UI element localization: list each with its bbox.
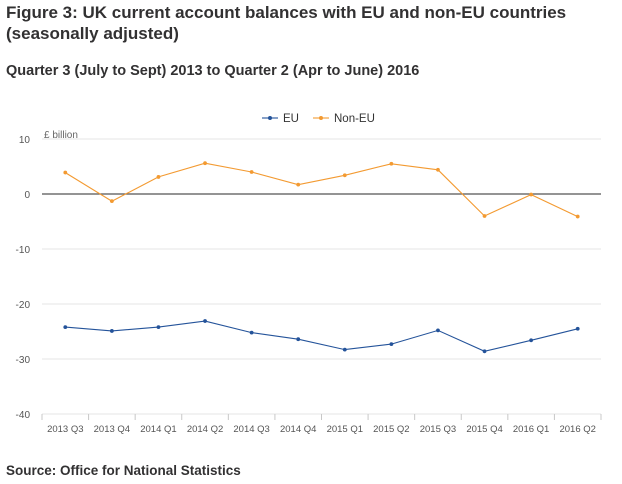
data-point-eu [482, 349, 487, 354]
y-tick-label: -20 [16, 300, 31, 311]
x-tick-label: 2015 Q4 [466, 424, 502, 435]
data-point-non-eu [529, 192, 534, 197]
data-point-non-eu [389, 161, 394, 166]
x-tick-label: 2013 Q3 [47, 424, 83, 435]
legend-marker-non-eu [319, 116, 323, 120]
x-tick-label: 2014 Q1 [140, 424, 176, 435]
data-point-eu [342, 347, 347, 352]
data-point-non-eu [156, 175, 161, 179]
x-tick-label: 2015 Q2 [373, 424, 409, 435]
legend-label-eu: EU [283, 113, 299, 125]
y-tick-label: -30 [16, 355, 31, 366]
data-point-non-eu [436, 167, 440, 172]
x-tick-label: 2014 Q2 [187, 424, 223, 435]
series-line-non-eu [65, 162, 578, 218]
y-tick-label: 10 [19, 135, 31, 146]
data-point-eu [249, 330, 254, 335]
x-tick-label: 2014 Q4 [280, 424, 316, 435]
data-point-eu [63, 325, 68, 329]
x-tick-label: 2013 Q4 [94, 424, 130, 435]
x-tick-label: 2014 Q3 [233, 424, 269, 435]
legend-marker-eu [268, 116, 272, 120]
data-point-eu [436, 328, 440, 333]
legend-label-non-eu: Non-EU [334, 113, 375, 125]
source-note: Source: Office for National Statistics [6, 463, 241, 478]
data-point-eu [203, 319, 207, 323]
x-tick-label: 2016 Q1 [513, 424, 549, 435]
data-point-non-eu [296, 182, 301, 187]
data-point-non-eu [203, 161, 207, 166]
y-tick-label: -10 [16, 245, 31, 256]
data-point-eu [296, 337, 301, 342]
y-axis-label: £ billion [44, 130, 78, 141]
x-tick-label: 2015 Q1 [327, 424, 363, 435]
series-line-eu [65, 320, 578, 352]
data-point-eu [389, 342, 394, 347]
data-point-eu [156, 325, 161, 329]
data-point-non-eu [63, 170, 68, 175]
data-point-non-eu [482, 214, 487, 218]
data-point-non-eu [575, 214, 580, 219]
data-point-eu [575, 326, 580, 331]
data-point-non-eu [249, 170, 254, 174]
y-tick-label: -40 [16, 410, 31, 421]
x-tick-label: 2016 Q2 [559, 424, 595, 435]
data-point-non-eu [342, 173, 347, 178]
data-point-eu [529, 338, 534, 343]
x-tick-label: 2015 Q3 [420, 424, 456, 435]
data-point-eu [109, 329, 114, 333]
data-point-non-eu [109, 199, 114, 204]
chart-subtitle: Quarter 3 (July to Sept) 2013 to Quarter… [6, 63, 420, 79]
y-tick-label: 0 [24, 190, 30, 201]
chart-title: Figure 3: UK current account balances wi… [6, 3, 567, 43]
